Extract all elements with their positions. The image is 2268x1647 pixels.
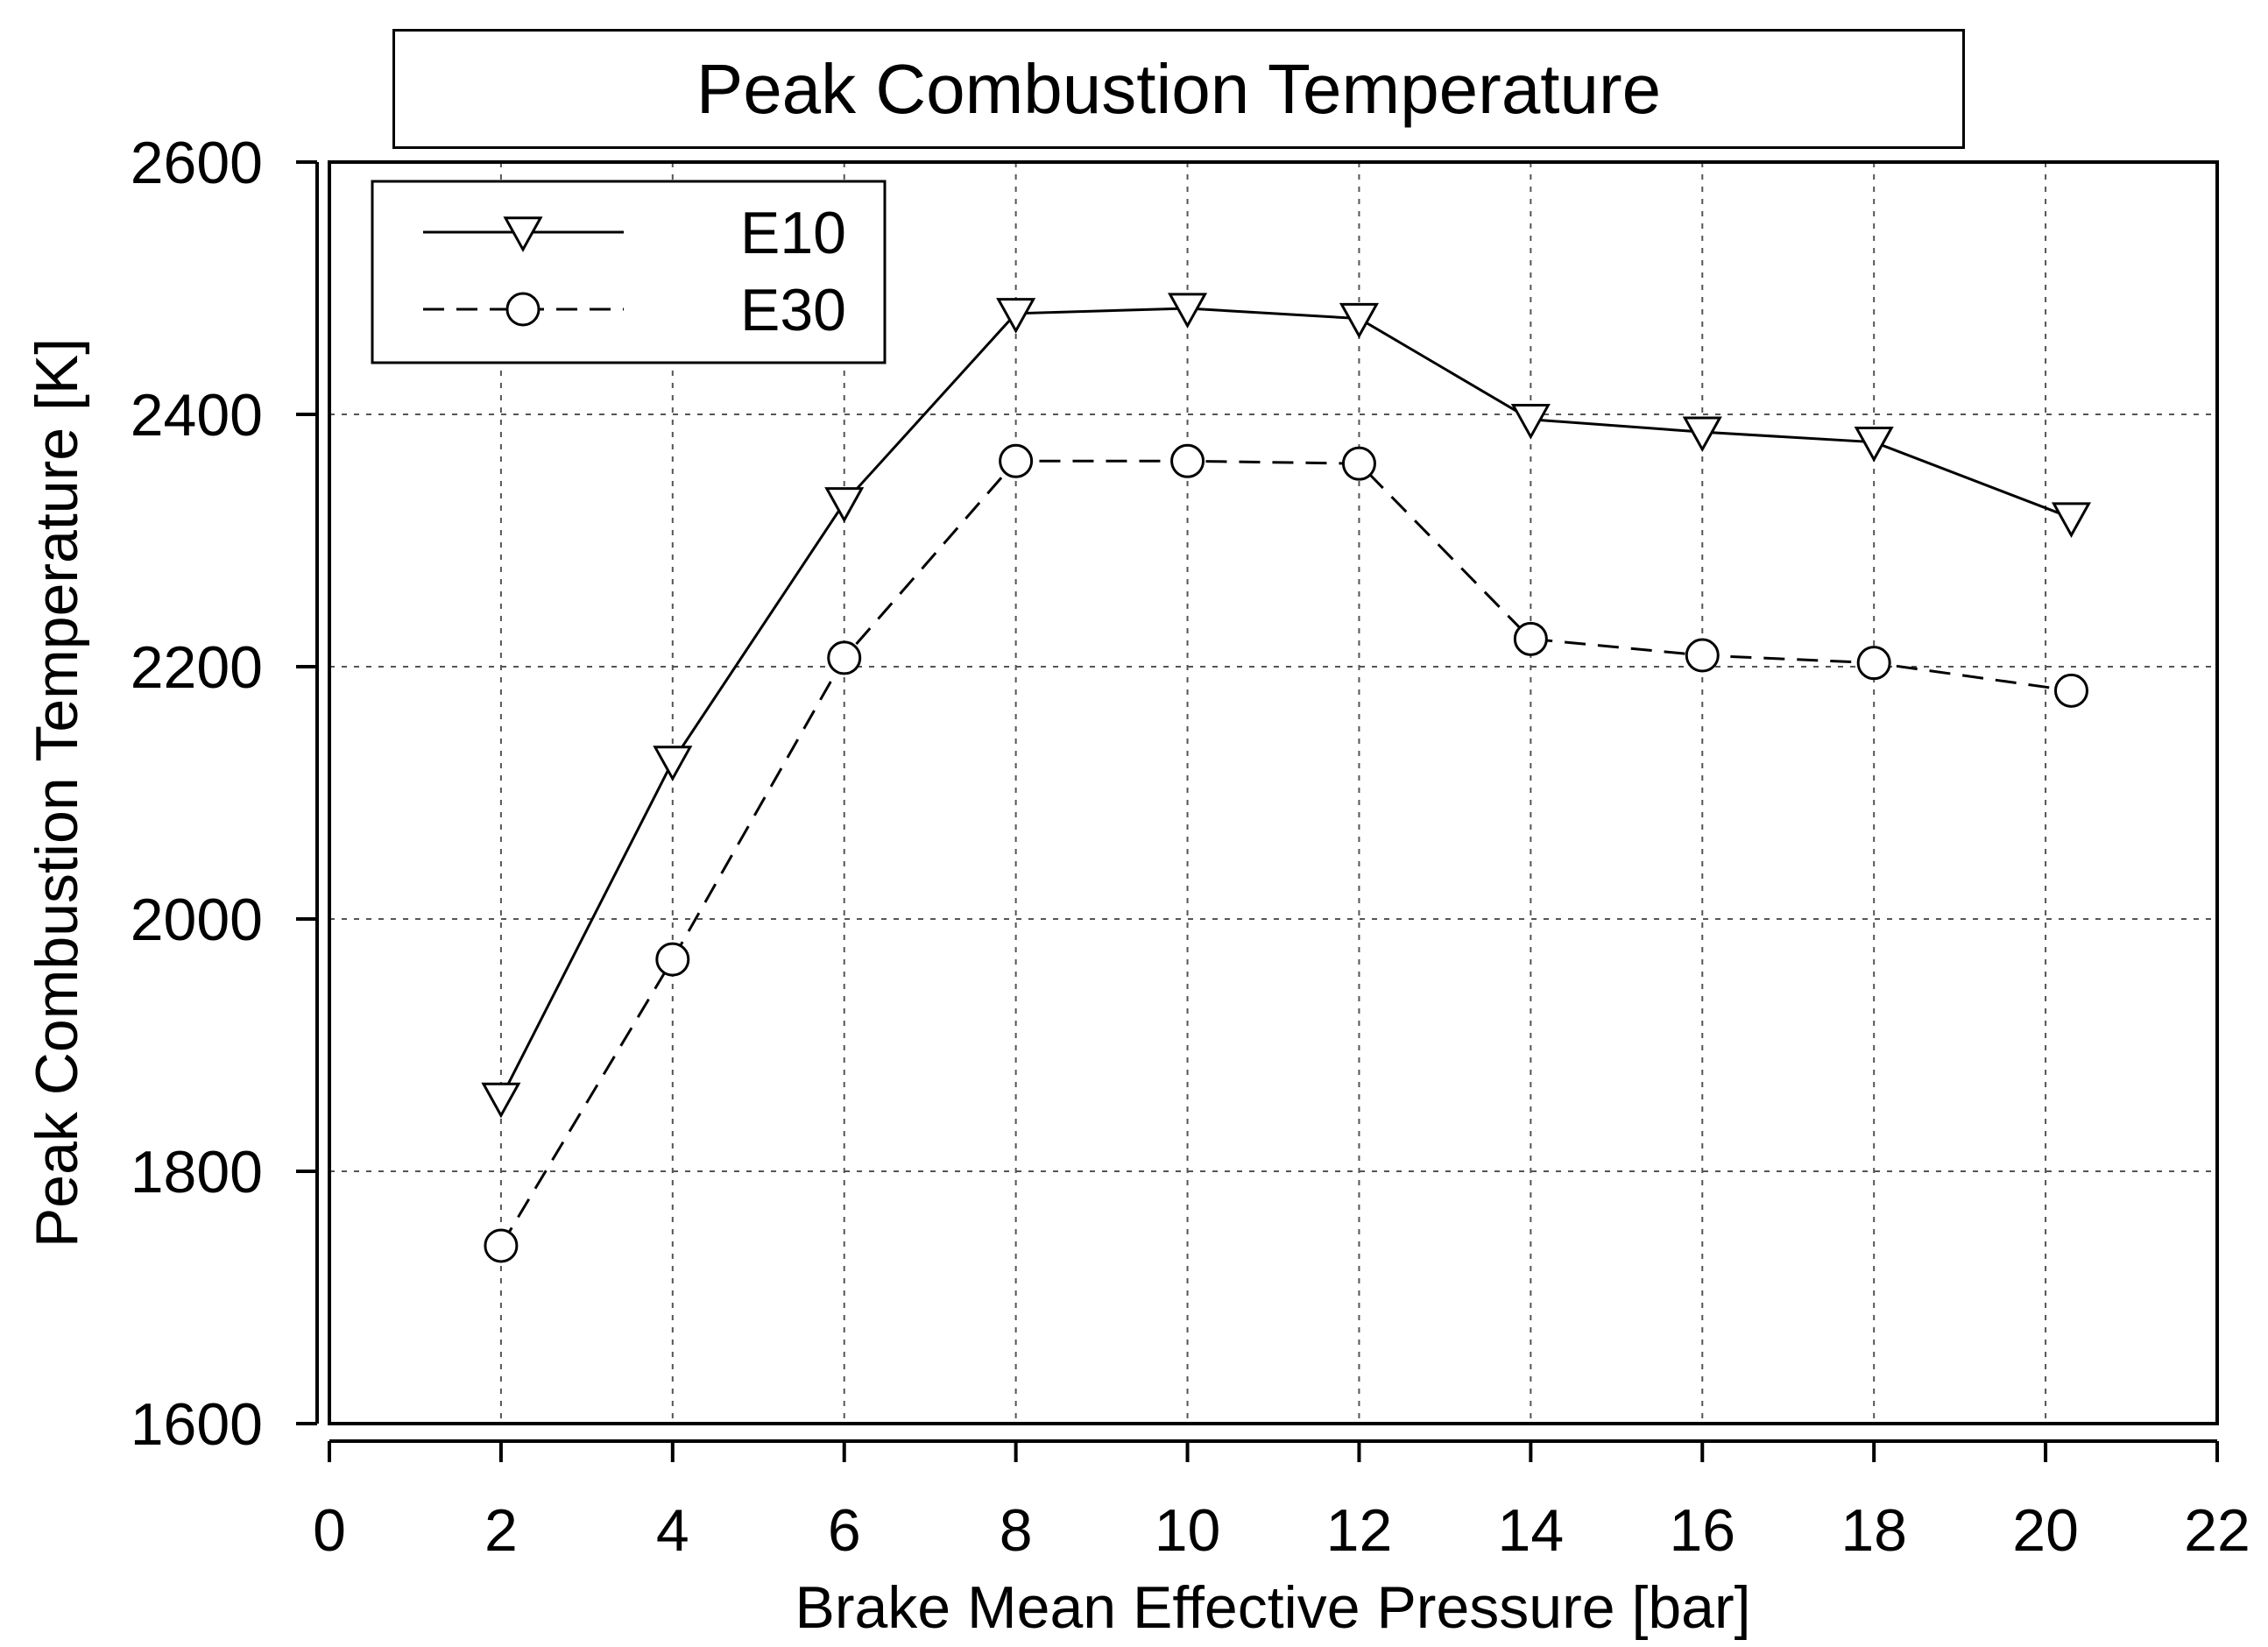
x-tick-label: 14 — [1498, 1497, 1565, 1564]
y-tick-label: 2200 — [131, 634, 263, 701]
data-point-e30 — [1856, 646, 1891, 681]
data-point-e10 — [1854, 426, 1894, 463]
x-tick-label: 4 — [656, 1497, 689, 1564]
data-point-e30 — [655, 942, 690, 977]
legend-label-e10: E10 — [740, 200, 846, 266]
data-point-e10 — [481, 1082, 521, 1119]
data-point-e10 — [1682, 416, 1722, 453]
data-point-e10 — [824, 487, 865, 523]
x-tick-label: 6 — [828, 1497, 861, 1564]
y-tick-label: 2400 — [131, 382, 263, 449]
data-point-e10 — [653, 746, 693, 781]
data-point-e10 — [1167, 293, 1208, 329]
legend-label-e30: E30 — [740, 277, 846, 343]
data-point-e30 — [484, 1228, 519, 1263]
data-point-e30 — [1513, 621, 1548, 656]
data-point-e30 — [2053, 673, 2088, 708]
x-tick-label: 20 — [2012, 1497, 2079, 1564]
x-axis-label: Brake Mean Effective Pressure [bar] — [795, 1574, 1750, 1641]
data-point-e30 — [999, 443, 1034, 478]
series-e10 — [481, 293, 2092, 1119]
x-tick-label: 18 — [1841, 1497, 1907, 1564]
legend-marker-e10 — [503, 216, 543, 252]
data-point-e30 — [1341, 446, 1376, 481]
x-tick-label: 12 — [1326, 1497, 1393, 1564]
data-point-e30 — [1685, 638, 1720, 673]
series-line-e10 — [499, 307, 2073, 1099]
y-tick-label: 2600 — [131, 130, 263, 196]
y-tick-label: 2000 — [131, 887, 263, 953]
data-point-e10 — [1339, 302, 1380, 339]
axes: 0 2 4 6 8 10 12 14 16 18 20 22 1600 1800 2000 2200 2400 2… — [131, 130, 2250, 1564]
data-point-e10 — [1510, 404, 1551, 440]
legend-marker-e30 — [505, 292, 541, 327]
x-tick-label: 16 — [1669, 1497, 1735, 1564]
x-tick-label: 0 — [313, 1497, 346, 1564]
plot-area-frame — [328, 160, 2219, 1425]
y-axis-label: Peak Combustion Temperature [K] — [24, 338, 90, 1248]
series-line-e30 — [499, 459, 2072, 1247]
y-tick-label: 1800 — [131, 1139, 263, 1205]
y-tick-label: 1600 — [131, 1391, 263, 1458]
data-point-e10 — [996, 298, 1036, 334]
data-point-e30 — [1170, 443, 1205, 478]
x-tick-label: 10 — [1155, 1497, 1221, 1564]
series-e30 — [484, 443, 2088, 1263]
legend-box — [371, 180, 887, 364]
series — [481, 293, 2092, 1263]
chart-title: Peak Combustion Temperature — [392, 29, 1965, 149]
data-point-e10 — [2051, 502, 2092, 538]
data-point-e30 — [827, 640, 862, 675]
x-tick-label: 2 — [484, 1497, 518, 1564]
x-tick-label: 8 — [1000, 1497, 1033, 1564]
x-tick-label: 22 — [2184, 1497, 2250, 1564]
